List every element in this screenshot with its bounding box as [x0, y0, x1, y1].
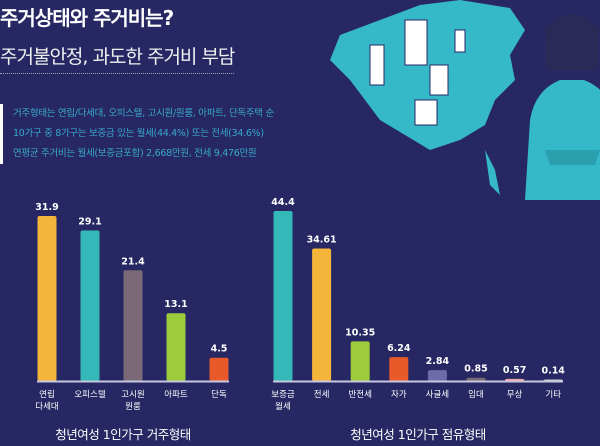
- data-label: 2.84: [426, 356, 450, 367]
- category-label: 전세: [314, 389, 330, 400]
- woman-silhouette-icon: [525, 14, 600, 200]
- category-label: 단독: [211, 389, 227, 400]
- data-label: 44.4: [271, 197, 295, 208]
- bar: [427, 370, 447, 381]
- description-block: 거주형태는 연립/다세대, 오피스텔, 고시원/원룸, 아파트, 단독주택 순 …: [0, 104, 274, 164]
- description-line: 거주형태는 연립/다세대, 오피스텔, 고시원/원룸, 아파트, 단독주택 순: [13, 108, 274, 119]
- map-island: [485, 150, 500, 195]
- buildings-icon: [369, 19, 466, 126]
- category-label: 다세대: [35, 402, 58, 412]
- bar: [273, 211, 293, 381]
- bar: [123, 270, 143, 381]
- data-label: 0.14: [541, 366, 565, 377]
- data-label: 29.1: [78, 216, 101, 227]
- category-label: 임대: [468, 389, 484, 400]
- data-label: 6.24: [387, 343, 411, 354]
- bar: [466, 377, 486, 381]
- bar: [389, 357, 409, 381]
- data-label: 31.9: [35, 202, 58, 213]
- city-map-illustration: [330, 0, 600, 200]
- bar: [37, 216, 57, 381]
- category-label: 연립: [39, 390, 55, 400]
- data-label: 0.57: [503, 365, 526, 376]
- chart-title-residence-type: 청년여성 1인가구 거주형태: [55, 427, 191, 442]
- category-label: 자가: [391, 390, 407, 400]
- page-subtitle: 주거불안정, 과도한 주거비 부담: [0, 42, 235, 74]
- category-label: 월세: [275, 401, 291, 412]
- category-label: 보증금: [271, 390, 295, 400]
- data-label: 0.85: [464, 364, 487, 375]
- category-label: 기타: [545, 390, 561, 400]
- category-label: 반전세: [348, 389, 371, 400]
- data-label: 4.5: [211, 344, 228, 355]
- bar: [505, 378, 525, 381]
- category-label: 오피스텔: [74, 389, 105, 400]
- data-label: 10.35: [345, 327, 375, 338]
- bar: [209, 357, 229, 381]
- description-line: 10가구 중 8가구는 보증금 있는 월세(44.4%) 또는 전세(34.6%…: [13, 128, 264, 139]
- description-line: 연평균 주거비는 월세(보증금포함) 2,668만원, 전세 9,476만원: [13, 148, 257, 159]
- bar: [166, 313, 186, 381]
- bar: [80, 230, 100, 381]
- data-label: 13.1: [164, 299, 187, 310]
- bar: [350, 341, 370, 381]
- category-label: 고시원: [121, 390, 144, 400]
- category-label: 사글세: [426, 390, 449, 400]
- map-shape: [330, 0, 525, 150]
- page-title: 주거상태와 주거비는?: [0, 6, 174, 30]
- chart-title-tenure-type: 청년여성 1인가구 점유형태: [350, 427, 486, 442]
- data-label: 21.4: [121, 256, 145, 267]
- category-label: 무상: [507, 389, 523, 400]
- category-label: 아파트: [164, 389, 188, 400]
- category-label: 원룸: [125, 402, 141, 412]
- bar: [312, 248, 332, 381]
- data-label: 34.61: [307, 234, 337, 245]
